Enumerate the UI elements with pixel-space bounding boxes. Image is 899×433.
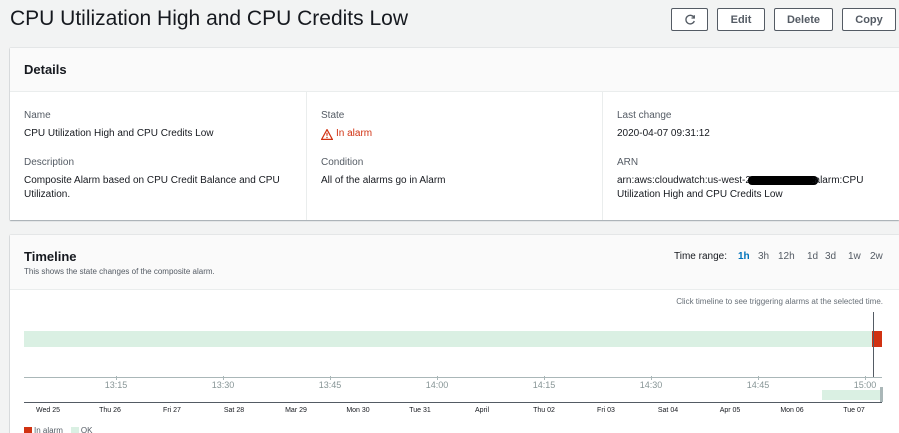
time-tick-mark	[651, 376, 652, 380]
legend-item: In alarm	[24, 426, 63, 433]
overview-tick-label: Sat 04	[657, 407, 679, 414]
timeline-legend: In alarm OK	[24, 426, 92, 433]
state-text: In alarm	[336, 128, 373, 139]
overview-tick-label: Apr 05	[719, 407, 741, 414]
time-range-1d[interactable]: 1d	[807, 251, 819, 262]
copy-button[interactable]: Copy	[842, 8, 896, 31]
timeline-panel: Timeline This shows the state changes of…	[10, 235, 899, 433]
time-tick-label: 14:00	[425, 380, 449, 390]
details-column-state: State In alarm Condition All of the alar…	[306, 92, 602, 220]
mini-window[interactable]	[822, 390, 882, 400]
overview-axis	[24, 402, 882, 403]
condition-value: All of the alarms go in Alarm	[321, 175, 446, 186]
overview-tick-label: Mon 06	[780, 407, 804, 414]
time-tick-label: 14:45	[746, 380, 770, 390]
legend-label: OK	[80, 426, 93, 433]
state-value: In alarm	[321, 127, 602, 141]
description-label: Description	[24, 157, 75, 168]
state-label: State	[321, 110, 345, 121]
legend-swatch	[70, 426, 79, 433]
overview-tick-label: Tue 07	[843, 407, 865, 414]
overview-tick-label: Sat 28	[223, 407, 245, 414]
time-tick-mark	[544, 376, 545, 380]
overview-tick-label: Mar 29	[285, 407, 307, 414]
overview-tick-label: Tue 31	[409, 407, 431, 414]
arn-label: ARN	[617, 157, 639, 168]
time-range-12h[interactable]: 12h	[778, 251, 795, 262]
legend-label: In alarm	[34, 426, 63, 433]
time-axis	[24, 377, 882, 378]
details-heading: Details	[24, 62, 67, 77]
arn-value: arn:aws:cloudwatch:us-west-2::alarm:CPU …	[617, 174, 899, 202]
overview-tick-label: Wed 25	[36, 407, 60, 414]
time-range-1h[interactable]: 1h	[738, 251, 750, 262]
overview-tick-label: Thu 02	[533, 407, 555, 414]
arn-suffix: :alarm:CPU Utilization High and CPU Cred…	[617, 175, 864, 200]
overview-tick-label: April	[474, 407, 490, 414]
description-value: Composite Alarm based on CPU Credit Bala…	[24, 175, 280, 200]
time-tick-mark	[758, 376, 759, 380]
mini-window-handle[interactable]	[880, 387, 883, 402]
time-tick-label: 13:30	[211, 380, 235, 390]
time-tick-label: 13:15	[104, 380, 128, 390]
delete-button[interactable]: Delete	[774, 8, 833, 31]
overview-tick-label: Mon 30	[346, 407, 370, 414]
overview-tick-label: Thu 26	[99, 407, 121, 414]
time-tick-label: 14:15	[532, 380, 556, 390]
time-tick-label: 14:30	[639, 380, 663, 390]
condition-label: Condition	[321, 157, 364, 168]
legend-swatch	[24, 426, 32, 433]
page-header: CPU Utilization High and CPU Credits Low…	[0, 0, 899, 38]
time-tick-mark	[116, 376, 117, 380]
name-label: Name	[24, 110, 51, 121]
timeline-header: Timeline This shows the state changes of…	[10, 235, 899, 290]
overview-tick-label: Fri 27	[163, 407, 181, 414]
time-range-3d[interactable]: 3d	[825, 251, 837, 262]
time-range-3h[interactable]: 3h	[758, 251, 770, 262]
refresh-icon	[684, 14, 695, 25]
overview-tick-label: Fri 03	[597, 407, 615, 414]
last-change-value: 2020-04-07 09:31:12	[617, 128, 710, 139]
time-tick-mark	[330, 376, 331, 380]
details-column-change: Last change 2020-04-07 09:31:12 ARN arn:…	[602, 92, 899, 220]
name-value: CPU Utilization High and CPU Credits Low	[24, 128, 214, 139]
alarm-state-band[interactable]	[872, 331, 882, 347]
refresh-button[interactable]	[671, 8, 708, 31]
time-tick-mark	[865, 376, 866, 380]
warning-icon	[321, 128, 333, 140]
page-title: CPU Utilization High and CPU Credits Low	[10, 7, 408, 30]
time-range-label: Time range:	[674, 251, 727, 262]
arn-prefix: arn:aws:cloudwatch:us-west-2:	[617, 175, 754, 186]
last-change-label: Last change	[617, 110, 672, 121]
current-time-line	[873, 312, 874, 378]
redaction-mark	[747, 175, 818, 185]
legend-item: OK	[70, 426, 93, 433]
ok-state-band[interactable]	[24, 331, 872, 347]
edit-button[interactable]: Edit	[717, 8, 765, 31]
details-header: Details	[10, 48, 899, 92]
time-range-2w[interactable]: 2w	[870, 251, 883, 262]
time-tick-label: 13:45	[318, 380, 342, 390]
timeline-hint: Click timeline to see triggering alarms …	[676, 297, 883, 306]
details-panel: Details Name CPU Utilization High and CP…	[10, 48, 899, 220]
time-range-1w[interactable]: 1w	[848, 251, 861, 262]
details-column-name: Name CPU Utilization High and CPU Credit…	[10, 92, 306, 220]
time-tick-mark	[437, 376, 438, 380]
time-tick-mark	[223, 376, 224, 380]
timeline-heading: Timeline	[24, 249, 77, 264]
header-actions: Edit Delete Copy	[671, 8, 896, 31]
timeline-subtitle: This shows the state changes of the comp…	[24, 267, 215, 276]
time-tick-label: 15:00	[853, 380, 877, 390]
